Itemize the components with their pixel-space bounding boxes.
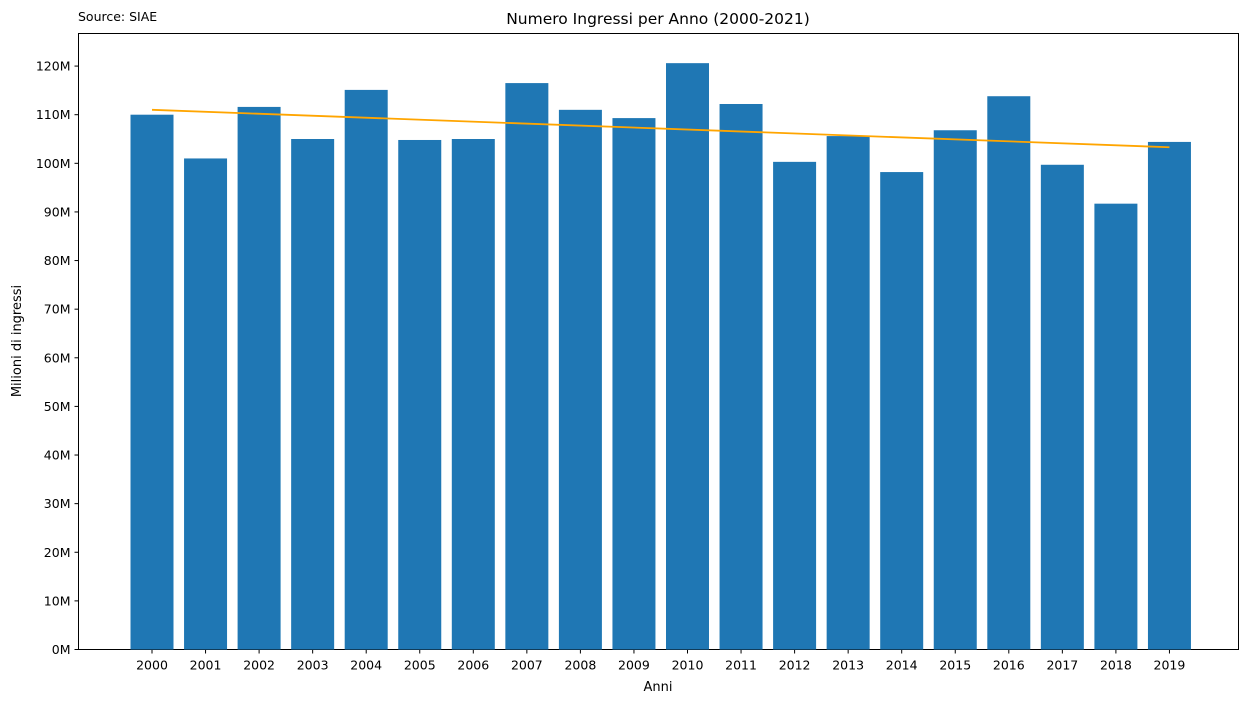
bar-2012 xyxy=(773,161,817,650)
y-axis-label: Milioni di ingressi xyxy=(10,285,25,397)
x-axis: 2000 2001 2002 2003 2004 2005 2006 2007 2008 2009… xyxy=(136,649,1186,673)
bar-2006 xyxy=(451,139,495,650)
x-axis-label: Anni xyxy=(644,680,673,695)
y-tick-label: 100M xyxy=(36,156,71,171)
bar-2018 xyxy=(1094,203,1138,650)
bar-2005 xyxy=(398,139,442,650)
bar-2019 xyxy=(1147,141,1191,650)
x-tick-label: 2000 xyxy=(136,658,168,673)
x-tick-label: 2006 xyxy=(457,658,489,673)
x-tick-label: 2012 xyxy=(779,658,811,673)
y-tick-label: 20M xyxy=(44,545,71,560)
bar-2015 xyxy=(933,130,977,650)
y-tick-label: 30M xyxy=(44,496,71,511)
bar-2017 xyxy=(1040,164,1084,650)
bars-group xyxy=(130,63,1191,650)
x-tick-label: 2019 xyxy=(1154,658,1186,673)
x-tick-label: 2011 xyxy=(725,658,757,673)
y-tick-label: 90M xyxy=(44,204,71,219)
y-tick-label: 0M xyxy=(52,642,71,657)
chart-title: Numero Ingressi per Anno (2000-2021) xyxy=(506,10,810,28)
x-tick-label: 2002 xyxy=(243,658,275,673)
bar-2014 xyxy=(880,172,924,650)
y-tick-label: 70M xyxy=(44,302,71,317)
y-axis: 0M 10M 20M 30M 40M 50M 60M 70M 80M 90M 100M 110M 120… xyxy=(36,59,79,657)
bar-2001 xyxy=(184,158,228,650)
x-tick-label: 2008 xyxy=(564,658,596,673)
source-note: Source: SIAE xyxy=(78,9,158,24)
x-tick-label: 2003 xyxy=(297,658,329,673)
bar-2013 xyxy=(826,136,870,650)
x-tick-label: 2005 xyxy=(404,658,436,673)
y-tick-label: 110M xyxy=(36,107,71,122)
x-tick-label: 2017 xyxy=(1046,658,1078,673)
x-tick-label: 2016 xyxy=(993,658,1025,673)
bar-2009 xyxy=(612,118,656,650)
plot-area-frame xyxy=(78,33,1239,650)
bar-2000 xyxy=(130,114,174,650)
y-tick-label: 120M xyxy=(36,59,71,74)
bar-2004 xyxy=(344,89,388,650)
bar-2002 xyxy=(237,106,281,650)
bar-2016 xyxy=(987,96,1031,650)
y-tick-label: 10M xyxy=(44,593,71,608)
x-tick-label: 2015 xyxy=(939,658,971,673)
bar-2003 xyxy=(291,139,335,650)
y-tick-label: 50M xyxy=(44,399,71,414)
bar-2010 xyxy=(666,63,709,650)
x-tick-label: 2014 xyxy=(886,658,918,673)
x-tick-label: 2001 xyxy=(190,658,222,673)
bar-2007 xyxy=(505,83,549,650)
bar-2011 xyxy=(719,103,763,650)
x-tick-label: 2013 xyxy=(832,658,864,673)
x-tick-label: 2007 xyxy=(511,658,543,673)
y-tick-label: 40M xyxy=(44,448,71,463)
x-tick-label: 2010 xyxy=(672,658,704,673)
x-tick-label: 2009 xyxy=(618,658,650,673)
x-tick-label: 2004 xyxy=(350,658,382,673)
trend-line xyxy=(151,108,1170,149)
y-tick-label: 80M xyxy=(44,253,71,268)
y-tick-label: 60M xyxy=(44,350,71,365)
x-tick-label: 2018 xyxy=(1100,658,1132,673)
bar-2008 xyxy=(558,109,602,650)
